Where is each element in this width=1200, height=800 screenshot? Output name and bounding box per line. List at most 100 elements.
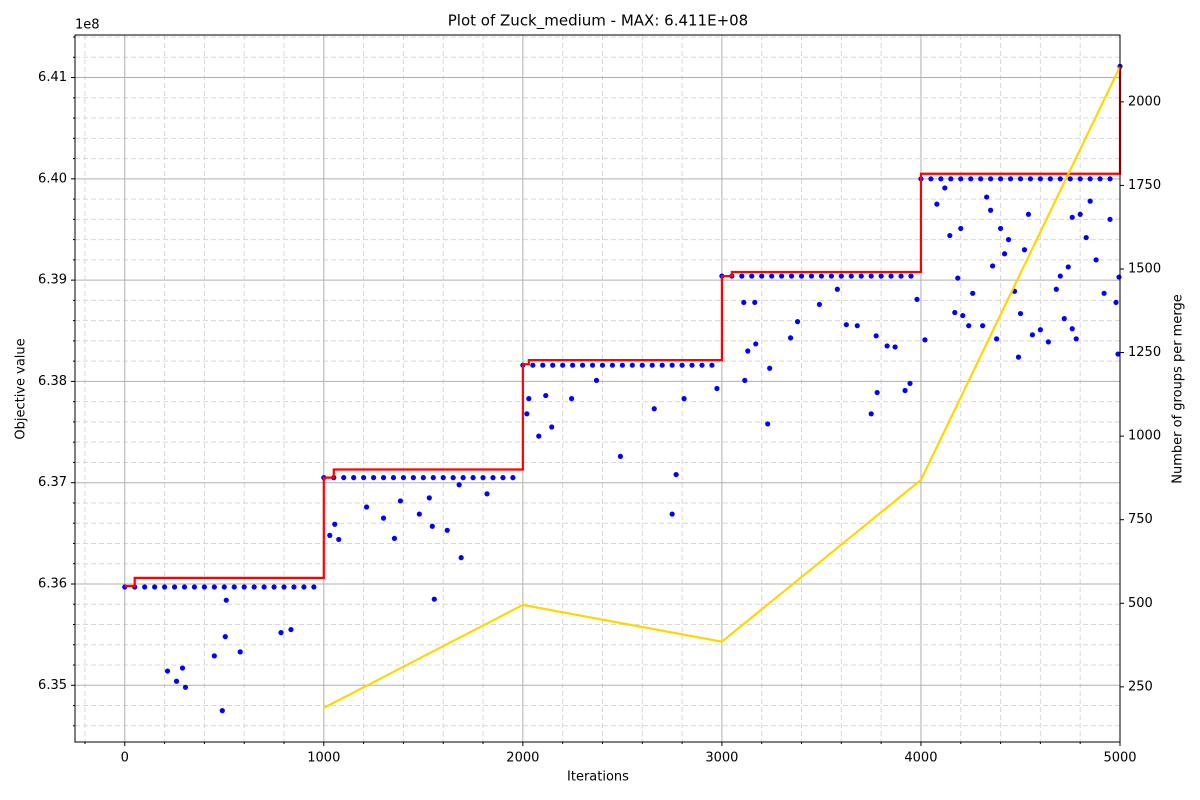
scatter-point bbox=[336, 536, 342, 543]
scatter-point bbox=[237, 649, 243, 655]
scatter-point bbox=[599, 362, 606, 368]
scatter-point bbox=[888, 273, 894, 279]
scatter-point bbox=[1047, 176, 1053, 182]
y2-tick-label: 1250 bbox=[1128, 345, 1161, 360]
scatter-point bbox=[431, 596, 437, 602]
plot-area bbox=[122, 63, 1123, 714]
scatter-point bbox=[617, 453, 623, 459]
scatter-point bbox=[714, 385, 720, 392]
scatter-point bbox=[173, 678, 180, 684]
scatter-point bbox=[988, 207, 994, 213]
scatter-point bbox=[828, 273, 834, 279]
scatter-point bbox=[470, 475, 476, 481]
scatter-point bbox=[380, 475, 387, 481]
scatter-point bbox=[426, 495, 432, 501]
scatter-point bbox=[1065, 264, 1071, 270]
scatter-point bbox=[152, 584, 158, 590]
scatter-point bbox=[669, 511, 675, 517]
scatter-point bbox=[341, 475, 347, 481]
scatter-point bbox=[1037, 176, 1043, 182]
y2-tick-label: 750 bbox=[1128, 512, 1153, 527]
scatter-point bbox=[1057, 273, 1063, 279]
scatter-point bbox=[739, 273, 745, 279]
scatter-point bbox=[430, 475, 436, 481]
scatter-point bbox=[907, 380, 913, 387]
scatter-point bbox=[868, 411, 874, 417]
scatter-point bbox=[536, 433, 542, 439]
scatter-point bbox=[221, 584, 227, 590]
scatter-point bbox=[370, 475, 377, 481]
scatter-point bbox=[934, 201, 940, 207]
scatter-point bbox=[769, 273, 775, 279]
scatter-point bbox=[1077, 211, 1083, 217]
scatter-point bbox=[988, 176, 994, 182]
y-tick-label: 6.39 bbox=[38, 273, 67, 288]
scatter-point bbox=[990, 263, 996, 269]
scatter-point bbox=[752, 299, 758, 306]
scatter-point bbox=[958, 176, 964, 182]
scatter-point bbox=[391, 535, 398, 542]
scatter-point bbox=[898, 273, 904, 279]
scatter-point bbox=[1116, 274, 1122, 280]
scatter-point bbox=[968, 176, 974, 182]
scatter-point bbox=[251, 584, 257, 590]
scatter-point bbox=[550, 362, 556, 368]
scatter-point bbox=[311, 584, 317, 590]
scatter-point bbox=[231, 584, 237, 590]
scatter-point bbox=[397, 498, 404, 504]
scatter-point bbox=[211, 584, 217, 590]
y-axis-label: Objective value bbox=[14, 338, 29, 439]
scatter-point bbox=[838, 273, 844, 279]
scatter-point bbox=[709, 362, 715, 368]
scatter-point bbox=[500, 475, 506, 481]
scatter-point bbox=[997, 176, 1004, 182]
scatter-point bbox=[794, 319, 801, 325]
scatter-point bbox=[1115, 351, 1121, 357]
scatter-point bbox=[1107, 176, 1113, 182]
scatter-point bbox=[699, 362, 705, 368]
scatter-point bbox=[858, 273, 864, 279]
scatter-point bbox=[429, 523, 435, 529]
scatter-point bbox=[619, 362, 625, 368]
scatter-point bbox=[456, 482, 462, 488]
scatter-point bbox=[958, 225, 964, 232]
scatter-point bbox=[966, 323, 972, 329]
scatter-point bbox=[745, 348, 751, 354]
scatter-point bbox=[510, 475, 516, 481]
scatter-point bbox=[484, 491, 490, 497]
scatter-point bbox=[922, 337, 928, 343]
scatter-point bbox=[854, 323, 860, 329]
y-tick-label: 6.41 bbox=[38, 70, 67, 85]
scatter-point bbox=[1061, 316, 1067, 322]
scatter-point bbox=[1053, 286, 1059, 292]
scatter-point bbox=[1077, 176, 1083, 182]
scatter-point bbox=[952, 309, 958, 316]
scatter-point bbox=[1005, 237, 1012, 243]
scatter-point bbox=[1107, 216, 1113, 222]
scatter-point bbox=[301, 584, 307, 590]
scatter-point bbox=[1069, 326, 1075, 332]
scatter-point bbox=[779, 273, 785, 279]
scatter-point bbox=[458, 555, 464, 561]
x-tick-label: 4000 bbox=[904, 751, 937, 766]
scatter-point bbox=[902, 387, 908, 394]
scatter-point bbox=[560, 362, 566, 368]
y2-tick-label: 1500 bbox=[1128, 261, 1161, 276]
scatter-point bbox=[444, 527, 450, 533]
scatter-point bbox=[1113, 299, 1119, 306]
scatter-point bbox=[460, 475, 466, 481]
scatter-point bbox=[681, 396, 687, 402]
x-tick-label: 1000 bbox=[307, 751, 340, 766]
scatter-point bbox=[1021, 247, 1028, 253]
scatter-point bbox=[874, 389, 880, 396]
scatter-point bbox=[351, 475, 357, 481]
scatter-point bbox=[364, 504, 370, 510]
scatter-point bbox=[873, 333, 879, 339]
scatter-point bbox=[211, 653, 217, 659]
scatter-point bbox=[569, 396, 575, 402]
scatter-point bbox=[759, 273, 765, 279]
scatter-point bbox=[908, 273, 914, 279]
scatter-point bbox=[978, 176, 984, 182]
scatter-point bbox=[808, 273, 815, 279]
